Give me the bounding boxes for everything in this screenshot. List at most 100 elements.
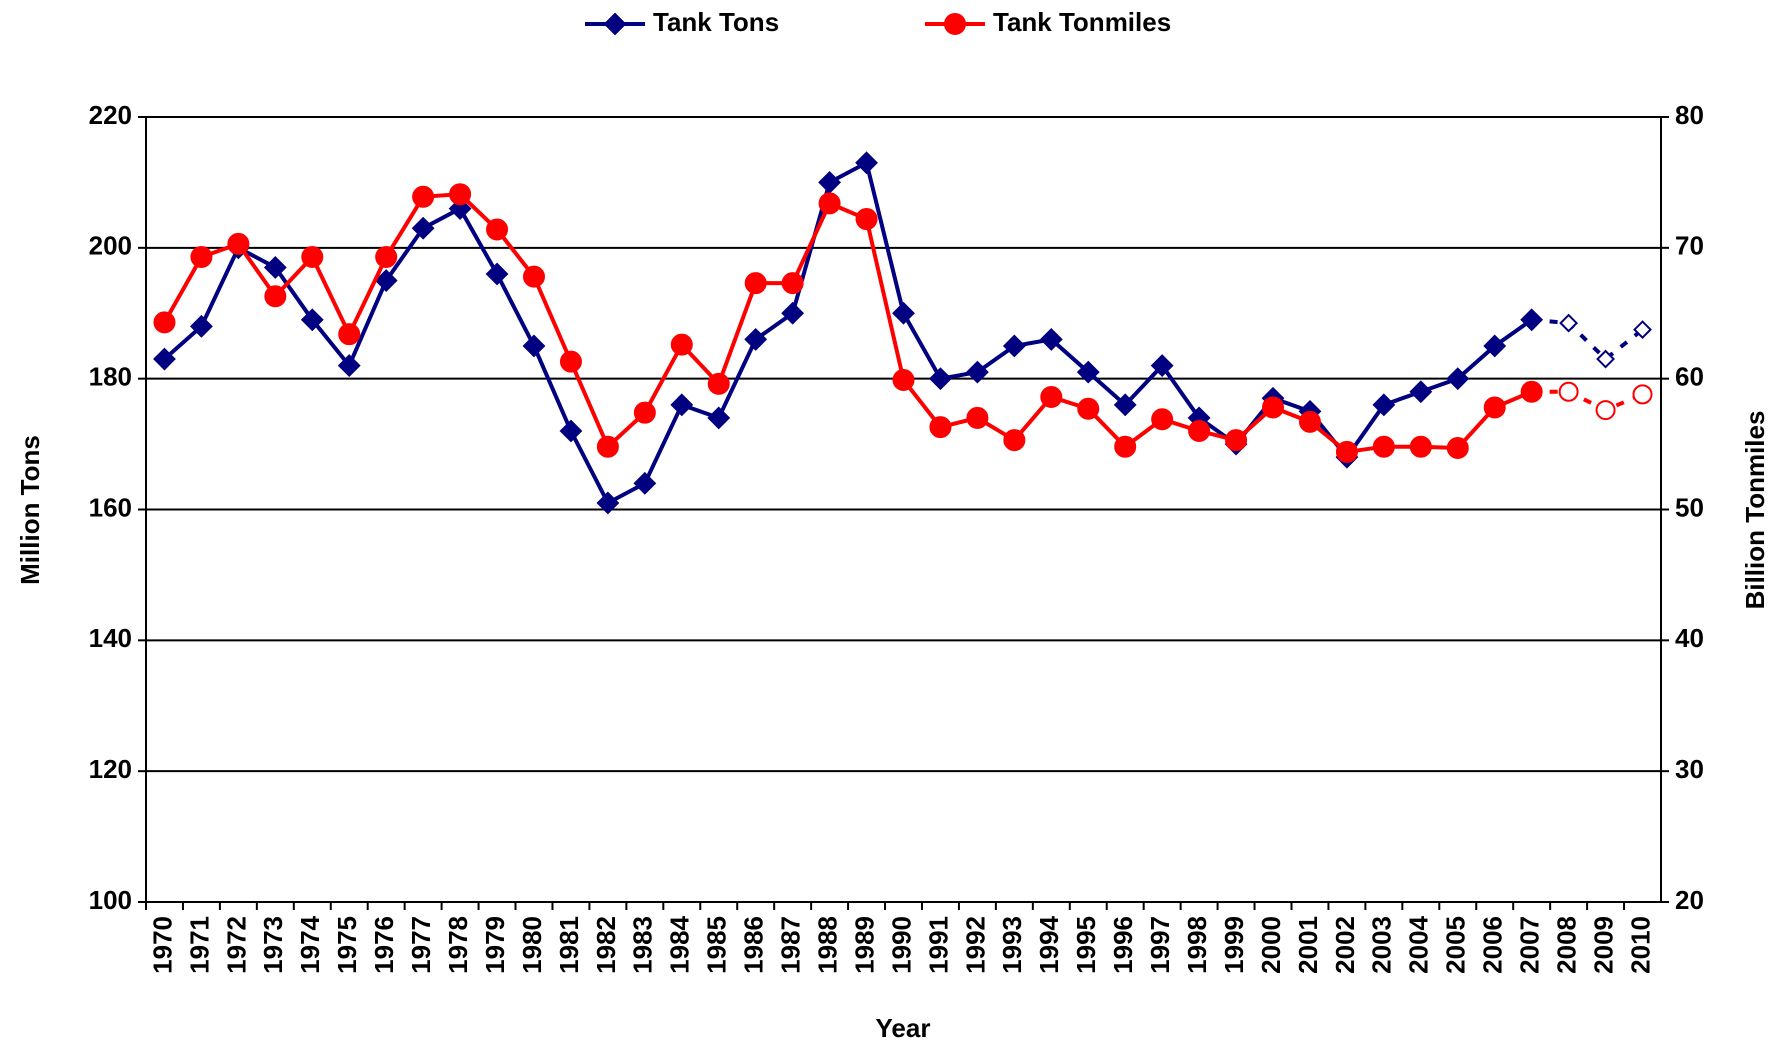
x-tick-label: 1977 <box>406 916 436 974</box>
point <box>338 323 361 346</box>
point <box>485 262 509 286</box>
legend-label: Tank Tons <box>653 7 779 37</box>
x-tick-label: 1999 <box>1219 916 1249 974</box>
x-tick-label: 1985 <box>702 916 732 974</box>
y-tick-label: 100 <box>89 885 132 915</box>
projected-point <box>1559 313 1579 333</box>
point <box>301 245 324 268</box>
x-tick-label: 1972 <box>221 916 251 974</box>
point <box>855 151 878 175</box>
x-tick-label: 1991 <box>923 916 953 974</box>
point <box>227 232 250 255</box>
y-axis-title: Million Tons <box>15 435 45 585</box>
x-tick-label: 1994 <box>1034 915 1064 973</box>
x-tick-label: 1995 <box>1071 916 1101 974</box>
point <box>412 185 435 208</box>
projected-point <box>1633 320 1652 340</box>
y-tick-label: 160 <box>89 492 132 522</box>
point <box>596 491 620 515</box>
point <box>190 314 213 338</box>
point <box>559 419 583 443</box>
point <box>965 360 989 384</box>
y2-tick-label: 50 <box>1675 492 1704 522</box>
legend-label: Tank Tonmiles <box>993 7 1171 37</box>
point <box>855 208 878 231</box>
point <box>1039 328 1063 351</box>
point <box>929 367 952 391</box>
x-tick-label: 1973 <box>258 916 288 974</box>
y-tick-label: 140 <box>89 623 132 653</box>
legend-marker <box>603 12 627 36</box>
point <box>1114 435 1137 458</box>
x-tick-label: 2009 <box>1588 916 1618 974</box>
point <box>1298 410 1321 433</box>
x-tick-label: 1986 <box>739 916 769 974</box>
point <box>1335 440 1358 463</box>
point <box>522 334 546 358</box>
point <box>1446 367 1470 391</box>
y2-tick-label: 80 <box>1675 100 1704 130</box>
point <box>190 245 213 268</box>
x-tick-label: 1975 <box>332 916 362 974</box>
point <box>1003 429 1026 452</box>
point <box>818 192 841 215</box>
x-tick-label: 2005 <box>1441 916 1471 974</box>
x-tick-label: 1978 <box>443 916 473 974</box>
x-tick-label: 2002 <box>1330 916 1360 974</box>
x-tick-label: 1970 <box>147 916 177 974</box>
point <box>1262 396 1285 419</box>
point <box>892 301 915 325</box>
x-tick-label: 1982 <box>591 916 621 974</box>
point <box>1483 334 1507 358</box>
point <box>263 256 287 279</box>
point <box>153 347 176 371</box>
point <box>1409 435 1432 458</box>
projected-line <box>1531 389 1644 413</box>
x-tick-label: 2010 <box>1625 916 1655 974</box>
point <box>596 435 619 458</box>
point <box>1151 408 1174 431</box>
x-tick-label: 1979 <box>480 916 510 974</box>
point <box>966 406 989 429</box>
point <box>633 471 657 495</box>
x-tick-label: 2004 <box>1404 915 1434 973</box>
projected-point <box>1596 349 1615 369</box>
point <box>337 354 361 377</box>
point <box>670 393 694 417</box>
point <box>375 245 398 268</box>
y2-tick-label: 30 <box>1675 754 1704 784</box>
y2-tick-label: 70 <box>1675 231 1704 261</box>
point <box>818 171 842 194</box>
y-tick-label: 220 <box>89 100 132 130</box>
point <box>744 328 768 351</box>
point <box>1372 435 1395 458</box>
point <box>522 265 545 288</box>
point <box>1002 334 1026 358</box>
point <box>1077 397 1100 420</box>
x-tick-label: 1998 <box>1182 916 1212 974</box>
point <box>559 350 582 373</box>
point <box>300 308 324 332</box>
point <box>411 216 435 240</box>
point <box>1446 437 1469 460</box>
point <box>1188 420 1211 442</box>
point <box>1076 360 1100 384</box>
point <box>449 183 472 206</box>
x-tick-label: 1981 <box>554 916 584 974</box>
x-tick-label: 2001 <box>1293 916 1323 974</box>
y2-tick-label: 40 <box>1675 623 1704 653</box>
point <box>892 368 915 391</box>
y2-tick-label: 60 <box>1675 362 1704 392</box>
point <box>744 272 767 295</box>
y2-axis-title: Billion Tonmiles <box>1740 411 1770 610</box>
point <box>264 285 287 308</box>
point <box>1040 385 1063 408</box>
x-tick-label: 1996 <box>1108 916 1138 974</box>
point <box>781 272 804 295</box>
y-tick-label: 180 <box>89 362 132 392</box>
y-tick-label: 200 <box>89 231 132 261</box>
point <box>486 218 509 241</box>
point <box>1150 354 1174 377</box>
